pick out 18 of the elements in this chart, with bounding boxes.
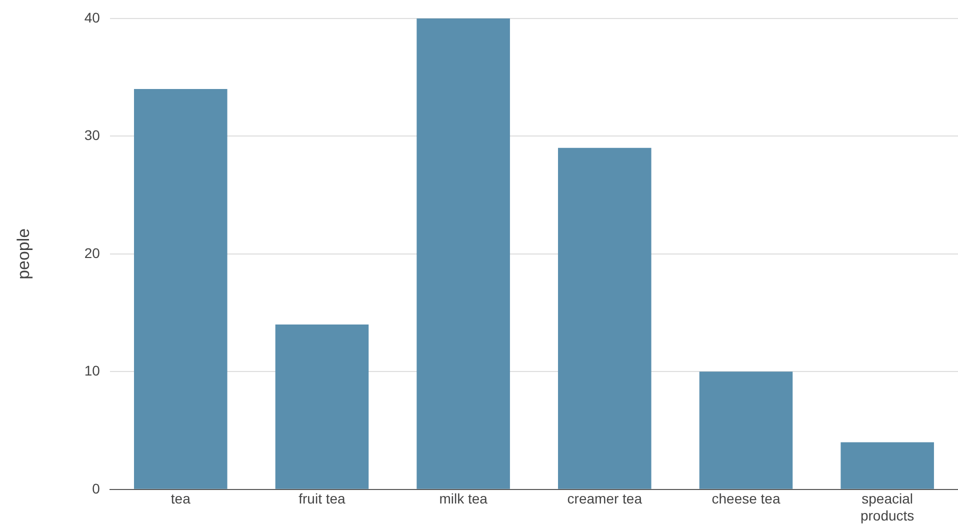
x-tick-label: creamer tea: [567, 490, 642, 507]
y-tick-label: 20: [84, 244, 100, 261]
bar: [134, 89, 228, 489]
x-tick-label: tea: [170, 490, 191, 507]
y-tick-label: 0: [92, 480, 100, 496]
bar: [558, 148, 652, 489]
y-tick-label: 10: [84, 362, 100, 379]
bar: [699, 372, 793, 489]
y-axis-title: people: [14, 228, 33, 280]
x-tick-label: speacial products: [860, 490, 914, 524]
y-tick-label: 40: [84, 9, 100, 26]
bar: [840, 442, 934, 489]
bar: [275, 324, 369, 489]
bar: [416, 18, 510, 489]
x-tick-label: cheese tea: [712, 490, 780, 507]
y-tick-label: 30: [84, 127, 100, 144]
x-tick-label: fruit tea: [298, 490, 346, 507]
x-tick-label: milk tea: [439, 490, 488, 507]
